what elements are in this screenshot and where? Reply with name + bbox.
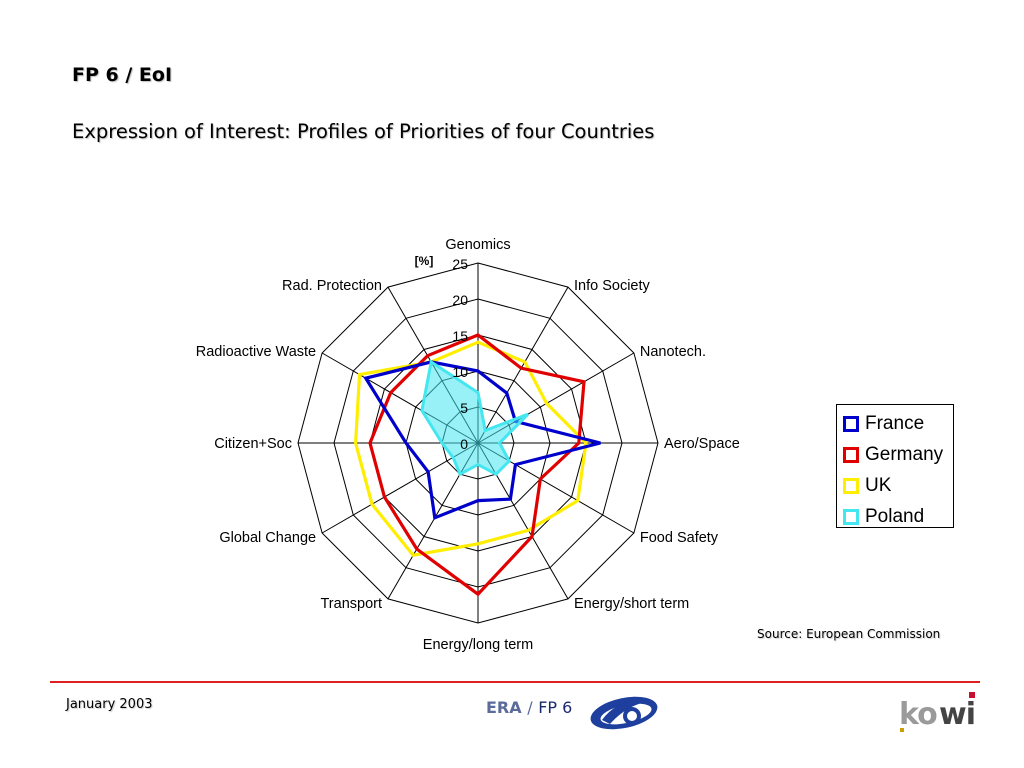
legend-swatch-poland <box>843 508 859 525</box>
radar-axis-label-citizen-soc: Citizen+Soc <box>214 436 292 452</box>
radar-axis-label-nanotech: Nanotech. <box>640 344 706 360</box>
radar-axis-label-food-safety: Food Safety <box>640 530 719 546</box>
slide-subheading: Expression of Interest: Profiles of Prio… <box>72 120 655 143</box>
radar-axis-label-rad-protection: Rad. Protection <box>282 278 382 294</box>
radar-series-uk <box>353 340 588 557</box>
radar-axis-label-energy-long-term: Energy/long term <box>423 637 533 653</box>
footer-divider <box>50 681 980 683</box>
radar-series-germany <box>368 333 586 597</box>
legend-label-germany: Germany <box>865 443 944 465</box>
fp6-logo-icon <box>590 696 658 730</box>
legend-swatch-france <box>843 415 859 432</box>
radar-unit-label: [%] <box>415 254 434 268</box>
radar-axis-label-energy-short-term: Energy/short term <box>574 596 689 612</box>
radar-tick-label: 25 <box>452 256 468 272</box>
footer-title: ERA / FP 6 <box>486 698 572 717</box>
radar-tick-label: 0 <box>460 436 468 452</box>
legend-swatch-germany <box>843 446 859 463</box>
chart-legend: France Germany UK Poland <box>836 404 954 528</box>
radar-series-poland <box>420 359 529 477</box>
radar-axis-label-aero-space: Aero/Space <box>664 436 740 452</box>
footer-separator: / <box>527 698 533 717</box>
svg-text:wi: wi <box>939 697 975 732</box>
legend-item-poland: Poland <box>843 501 953 532</box>
legend-item-uk: UK <box>843 470 953 501</box>
radar-axis-label-genomics: Genomics <box>445 237 510 253</box>
footer-fp-label: FP 6 <box>538 698 573 717</box>
svg-text:ko: ko <box>899 697 937 732</box>
radar-tick-label: 20 <box>452 292 468 308</box>
radar-tick-label: 5 <box>460 400 468 416</box>
legend-item-germany: Germany <box>843 439 953 470</box>
legend-label-france: France <box>865 412 925 434</box>
radar-tick-label: 10 <box>452 364 468 380</box>
legend-item-france: France <box>843 408 953 439</box>
radar-tick-label: 15 <box>452 328 468 344</box>
radar-spoke-info-society <box>477 286 569 444</box>
legend-label-uk: UK <box>865 474 892 496</box>
radar-axis-label-transport: Transport <box>320 596 382 612</box>
radar-axis-label-info-society: Info Society <box>574 278 651 294</box>
radar-axis-label-global-change: Global Change <box>219 530 316 546</box>
footer-date: January 2003 <box>66 697 153 712</box>
slide-heading: FP 6 / EoI <box>72 64 173 86</box>
source-note: Source: European Commission <box>757 627 941 641</box>
kowi-logo-icon: ko wi <box>899 692 976 732</box>
legend-swatch-uk <box>843 477 859 494</box>
legend-label-poland: Poland <box>865 505 925 527</box>
footer-era-label: ERA <box>486 698 522 717</box>
radar-axis-label-radioactive-waste: Radioactive Waste <box>196 344 316 360</box>
